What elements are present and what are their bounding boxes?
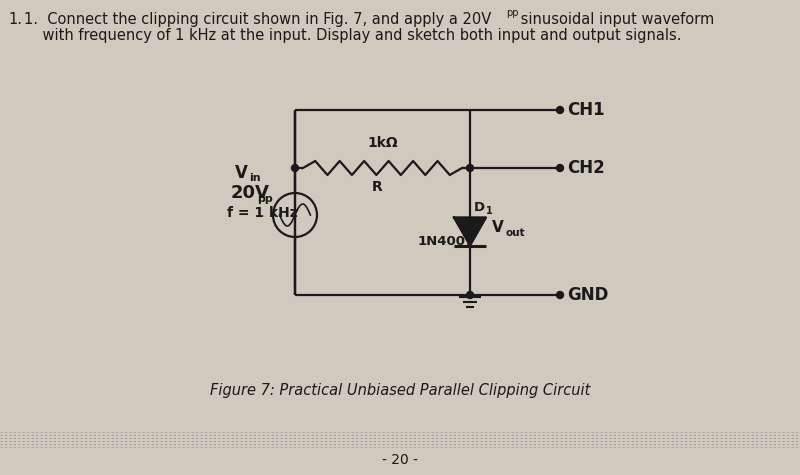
Text: - 20 -: - 20 - [382,453,418,467]
Text: 1.  Connect the clipping circuit shown in Fig. 7, and apply a 20V: 1. Connect the clipping circuit shown in… [24,12,491,27]
Circle shape [466,292,474,298]
Text: with frequency of 1 kHz at the input. Display and sketch both input and output s: with frequency of 1 kHz at the input. Di… [24,28,682,43]
Text: pp: pp [506,8,518,18]
Circle shape [466,164,474,171]
Text: GND: GND [567,286,608,304]
Text: sinusoidal input waveform: sinusoidal input waveform [516,12,714,27]
Text: 1N4007: 1N4007 [418,235,475,248]
Text: R: R [372,180,383,194]
Circle shape [291,164,298,171]
Text: D: D [474,201,485,214]
Text: V: V [492,220,504,235]
Text: pp: pp [257,194,273,204]
Text: 1kΩ: 1kΩ [367,136,398,150]
Circle shape [557,164,563,171]
Text: 1.: 1. [8,12,22,27]
Text: CH1: CH1 [567,101,605,119]
Text: f = 1 kHz: f = 1 kHz [227,206,298,220]
Polygon shape [454,218,486,246]
Text: Figure 7: Practical Unbiased Parallel Clipping Circuit: Figure 7: Practical Unbiased Parallel Cl… [210,382,590,398]
Text: V: V [235,164,248,182]
Text: 20V: 20V [231,184,270,202]
Text: out: out [505,228,525,238]
Circle shape [557,106,563,114]
Circle shape [557,292,563,298]
Text: in: in [249,173,261,183]
Text: 1: 1 [486,207,493,217]
Text: CH2: CH2 [567,159,605,177]
